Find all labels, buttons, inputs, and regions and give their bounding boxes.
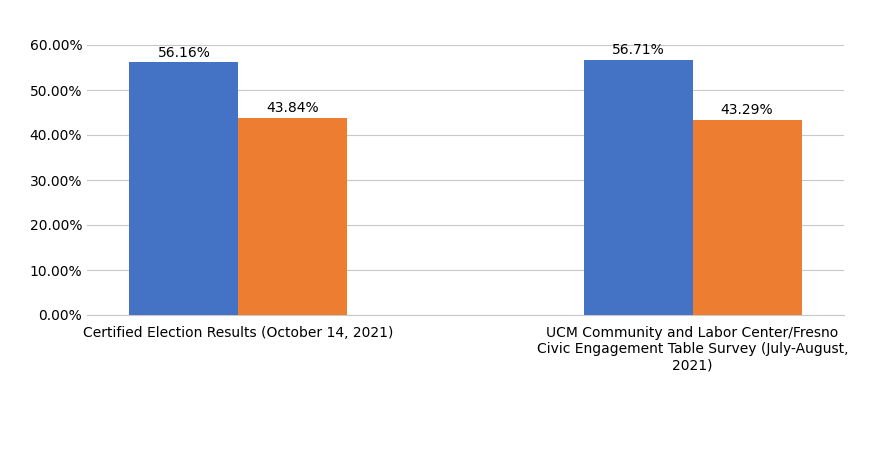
Text: 43.29%: 43.29% [720,104,773,117]
Bar [692,120,800,315]
Bar [129,62,238,315]
Text: 43.84%: 43.84% [266,101,319,115]
Bar [583,60,692,315]
Text: 56.16%: 56.16% [157,45,210,59]
Text: 56.71%: 56.71% [611,43,664,57]
Bar [238,118,347,315]
